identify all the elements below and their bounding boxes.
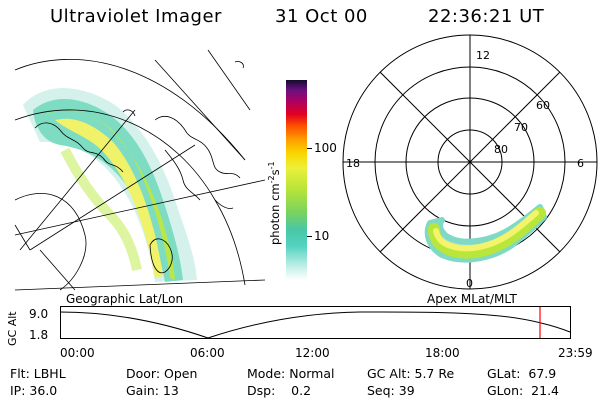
mlt-label-6: 6 — [577, 157, 584, 170]
lat-lon-grid — [14, 49, 266, 291]
altitude-xtick-1800: 18:00 — [425, 346, 460, 360]
geographic-map — [14, 49, 266, 291]
time-label: 22:36:21 UT — [428, 6, 545, 27]
altitude-xtick-2359: 23:59 — [558, 346, 593, 360]
date-label: 31 Oct 00 — [275, 6, 368, 27]
gain-info: Gain: 13 — [126, 383, 179, 398]
colorbar-tick-100: 100 — [314, 141, 337, 155]
altitude-xtick-0000: 00:00 — [60, 346, 95, 360]
altitude-ytick-max: 9.0 — [29, 307, 49, 321]
polar-plot: 12 18 6 0 60 70 80 — [342, 34, 598, 290]
altitude-xtick-1200: 12:00 — [295, 346, 330, 360]
gc-alt-info: GC Alt: 5.7 Re — [367, 366, 455, 381]
lat-label-70: 70 — [514, 121, 528, 134]
altitude-curve — [59, 311, 571, 339]
colorbar-tick-mark — [307, 236, 312, 237]
lat-label-80: 80 — [494, 143, 508, 156]
filter-info: Flt: LBHL — [10, 366, 66, 381]
mlt-label-12: 12 — [476, 49, 490, 62]
altitude-xtick-0600: 06:00 — [190, 346, 225, 360]
apex-caption: Apex MLat/MLT — [427, 292, 517, 306]
lat-label-60: 60 — [536, 99, 550, 112]
ip-info: IP: 36.0 — [10, 383, 58, 398]
coastlines — [34, 61, 244, 274]
aurora-oval — [424, 204, 547, 263]
glon-info: GLon: 21.4 — [487, 383, 559, 398]
colorbar-tick-10: 10 — [314, 229, 330, 243]
colorbar-unit-label: photon cm-2s-1 — [267, 161, 282, 245]
mlt-label-18: 18 — [346, 157, 360, 170]
mlt-label-0: 0 — [466, 277, 473, 290]
dsp-info: Dsp: 0.2 — [247, 383, 312, 398]
mlt-axis-diagonal — [379, 71, 561, 253]
altitude-plot — [59, 306, 571, 339]
glat-info: GLat: 67.9 — [487, 366, 557, 381]
altitude-ylabel: GC Alt — [6, 311, 19, 346]
mode-info: Mode: Normal — [247, 366, 335, 381]
door-info: Door: Open — [126, 366, 198, 381]
altitude-ytick-min: 1.8 — [29, 328, 49, 342]
seq-info: Seq: 39 — [367, 383, 415, 398]
colorbar — [286, 80, 307, 280]
geographic-caption: Geographic Lat/Lon — [66, 292, 184, 306]
colorbar-tick-mark — [307, 148, 312, 149]
instrument-title: Ultraviolet Imager — [50, 6, 222, 27]
